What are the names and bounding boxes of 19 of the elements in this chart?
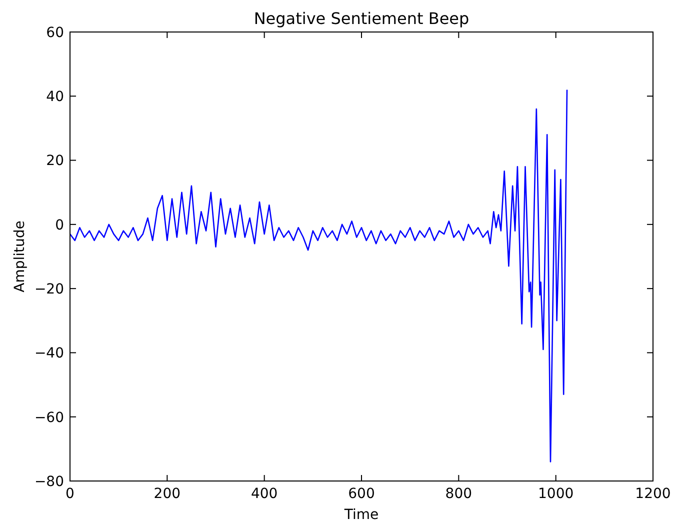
- x-tick-label: 200: [154, 486, 181, 502]
- y-tick-label: 20: [46, 153, 64, 170]
- x-tick-label: 400: [250, 486, 278, 502]
- y-tick-label: 40: [46, 89, 64, 106]
- y-tick-label: −20: [34, 281, 64, 298]
- line-series: [70, 89, 568, 462]
- y-tick-label: 0: [55, 217, 64, 234]
- x-tick-label: 0: [66, 486, 74, 502]
- y-tick-label: −80: [34, 474, 64, 490]
- x-tick-label: 1200: [635, 486, 671, 502]
- y-tick-label: 60: [46, 24, 64, 41]
- y-axis-title: Amplitude: [12, 220, 28, 292]
- y-tick-label: −60: [34, 410, 64, 426]
- chart-title: Negative Sentiement Beep: [254, 9, 470, 28]
- x-axis-title: Time: [343, 507, 379, 522]
- x-tick-label: 800: [445, 486, 472, 502]
- x-tick-label: 600: [348, 486, 375, 502]
- y-tick-label: −40: [34, 346, 64, 362]
- x-tick-label: 1000: [538, 486, 574, 502]
